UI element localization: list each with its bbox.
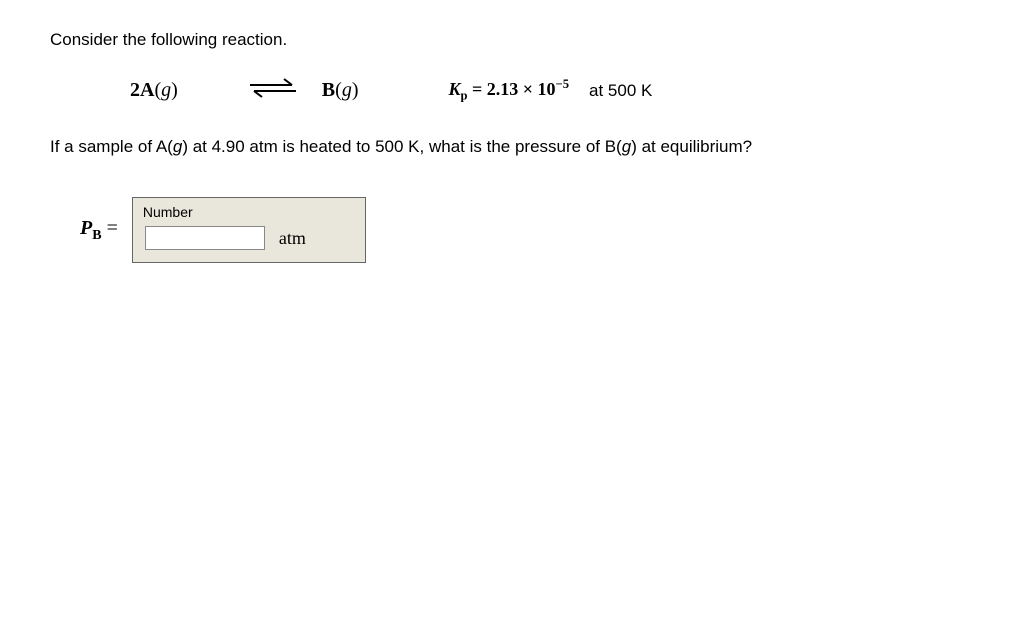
kp-expression: Kp = 2.13 × 10−5 [448, 77, 569, 104]
question-phase2: g [622, 137, 631, 156]
answer-unit: atm [279, 228, 306, 249]
answer-label-equals: = [102, 217, 118, 239]
question-text: If a sample of A(g) at 4.90 atm is heate… [50, 137, 974, 157]
kp-times: × [518, 79, 537, 99]
answer-label-subscript: B [92, 228, 101, 243]
reaction-line: 2A(g) B(g) Kp = 2.13 × 10−5 at 500 K [130, 76, 974, 105]
reaction-rhs: B(g) [322, 79, 359, 102]
question-p2: ) at 4.90 atm is heated to 500 K, what i… [182, 137, 621, 156]
kp-base: 10 [538, 79, 556, 99]
kp-mantissa: 2.13 [487, 79, 519, 99]
kp-equals: = [468, 79, 487, 99]
reaction-lhs: 2A(g) [130, 79, 178, 102]
rhs-phase: g [342, 79, 352, 101]
question-p3: ) at equilibrium? [631, 137, 752, 156]
intro-text: Consider the following reaction. [50, 30, 974, 50]
equilibrium-arrows-icon [246, 76, 300, 105]
kp-subscript: p [461, 89, 468, 103]
question-phase1: g [173, 137, 182, 156]
rhs-species: B [322, 79, 335, 101]
answer-input[interactable] [145, 226, 265, 250]
lhs-phase: g [161, 79, 171, 101]
question-p1: If a sample of A( [50, 137, 173, 156]
kp-condition: at 500 K [589, 81, 652, 101]
kp-exponent: −5 [556, 77, 569, 91]
answer-input-row: atm [139, 226, 359, 250]
answer-label: PB = [80, 217, 118, 244]
kp-symbol: K [448, 79, 460, 99]
answer-row: PB = Number atm [80, 197, 974, 263]
answer-label-symbol: P [80, 217, 92, 239]
lhs-coeff: 2 [130, 79, 140, 101]
lhs-species: A [140, 79, 154, 101]
answer-box-label: Number [139, 202, 359, 226]
answer-box: Number atm [132, 197, 366, 263]
